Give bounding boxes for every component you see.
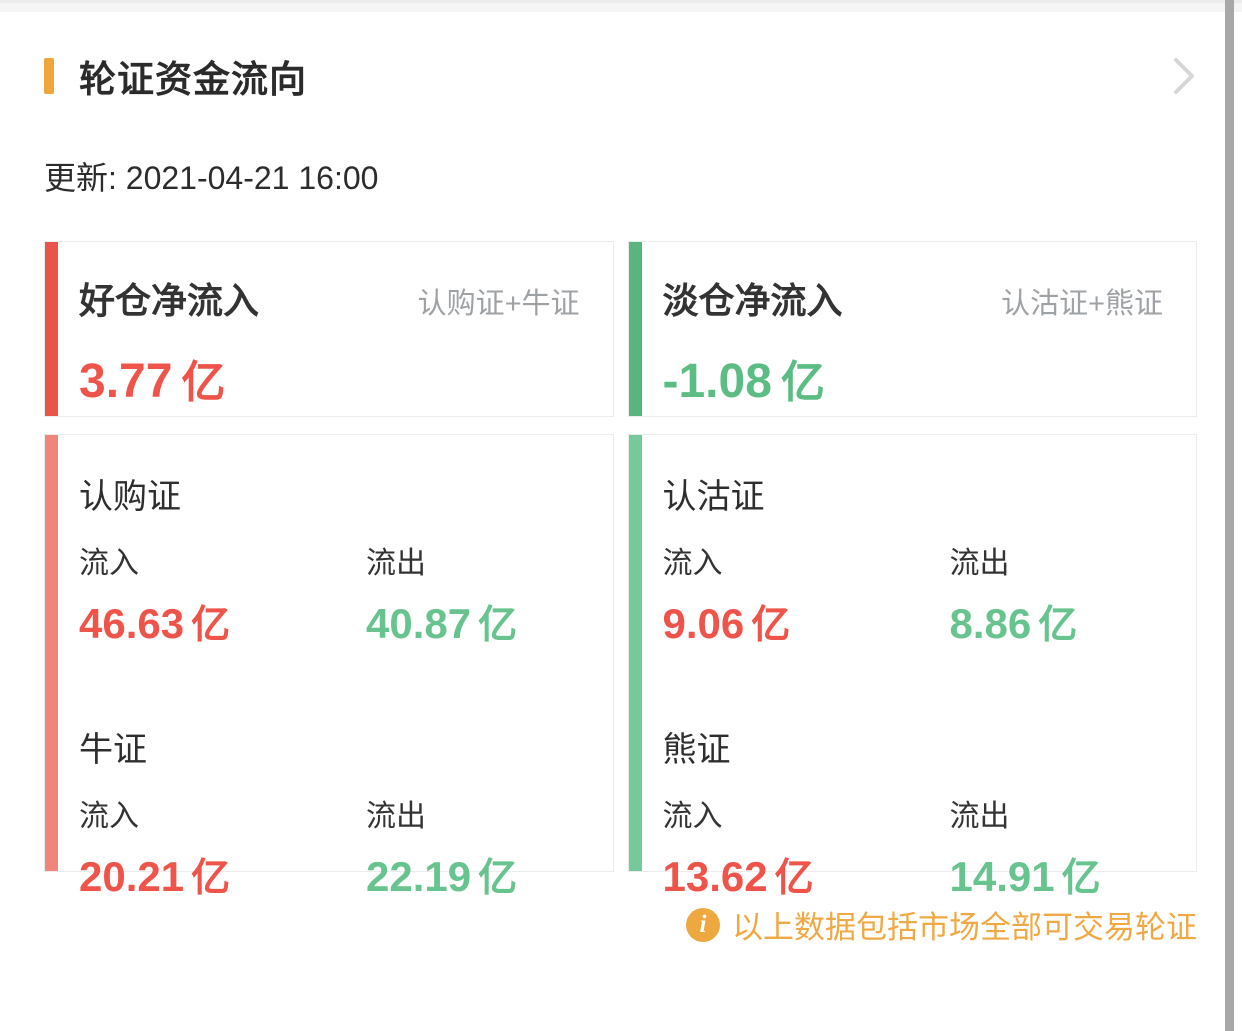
cards-grid: 好仓净流入 认购证+牛证 3.77 亿 淡仓净流入 认沽证+熊证 -1.08 亿 — [44, 241, 1197, 900]
value-unit: 亿 — [478, 604, 518, 647]
value-unit: 亿 — [478, 857, 518, 900]
value-number: 9.06 — [662, 600, 745, 647]
note-text: 以上数据包括市场全部可交易轮证 — [732, 910, 1197, 945]
section-title: 认沽证 — [662, 478, 765, 516]
value-unit: 亿 — [780, 358, 825, 407]
net-inflow-value: 3.77 亿 — [79, 346, 580, 410]
value-number: 20.21 — [79, 853, 185, 900]
value-unit: 亿 — [181, 358, 226, 407]
outflow-value: 22.19 亿 — [366, 847, 580, 903]
warrant-flow-panel: 轮证资金流向 更新: 2021-04-21 16:00 好仓净流入 认购证+牛证… — [0, 55, 1242, 947]
call-bull-detail-card: 认购证 流入 46.63 亿 流出 40.87 亿 — [44, 434, 614, 900]
net-inflow-value: -1.08 亿 — [663, 346, 1164, 410]
outflow-label: 流出 — [366, 547, 426, 580]
value-number: 22.19 — [366, 853, 472, 900]
outflow-label: 流出 — [949, 800, 1010, 833]
outflow-value: 14.91 亿 — [950, 847, 1164, 903]
call-warrant-section: 认购证 流入 46.63 亿 流出 40.87 亿 — [79, 469, 580, 650]
inflow-value: 46.63 亿 — [79, 594, 366, 650]
red-accent-bar — [45, 435, 58, 871]
inflow-value: 9.06 亿 — [663, 594, 950, 650]
put-bear-detail-card: 认沽证 流入 9.06 亿 流出 8.86 亿 — [627, 434, 1197, 900]
section-title: 牛证 — [79, 731, 147, 769]
value-number: 14.91 — [949, 853, 1055, 900]
inflow-label: 流入 — [662, 800, 723, 833]
value-number: 40.87 — [366, 600, 472, 647]
bear-certificate-section: 熊证 流入 13.62 亿 流出 14.91 亿 — [663, 722, 1164, 903]
value-unit: 亿 — [774, 857, 814, 900]
inflow-value: 20.21 亿 — [79, 847, 366, 903]
card-subtitle: 认购证+牛证 — [417, 288, 580, 320]
value-number: 13.62 — [662, 853, 768, 900]
chevron-right-icon[interactable] — [1171, 53, 1197, 99]
value-number: 8.86 — [949, 600, 1032, 647]
bull-certificate-section: 牛证 流入 20.21 亿 流出 22.19 亿 — [79, 722, 580, 903]
outflow-label: 流出 — [949, 547, 1010, 580]
status-bar-strip — [0, 0, 1242, 12]
red-accent-bar — [45, 242, 58, 416]
card-subtitle: 认沽证+熊证 — [1001, 288, 1163, 320]
panel-header[interactable]: 轮证资金流向 — [44, 53, 1197, 100]
update-timestamp: 更新: 2021-04-21 16:00 — [44, 160, 379, 196]
value-unit: 亿 — [1038, 604, 1078, 647]
title-accent-bar — [44, 58, 54, 94]
outflow-label: 流出 — [366, 800, 426, 833]
short-net-inflow-card: 淡仓净流入 认沽证+熊证 -1.08 亿 — [627, 241, 1197, 417]
value-unit: 亿 — [1061, 857, 1101, 900]
outflow-value: 8.86 亿 — [950, 594, 1164, 650]
section-title: 熊证 — [662, 731, 731, 769]
value-number: 46.63 — [79, 600, 185, 647]
card-title: 淡仓净流入 — [662, 280, 843, 321]
inflow-label: 流入 — [662, 547, 723, 580]
data-coverage-note: i 以上数据包括市场全部可交易轮证 — [44, 902, 1197, 947]
value-number: 3.77 — [79, 355, 173, 408]
long-net-inflow-card: 好仓净流入 认购证+牛证 3.77 亿 — [44, 241, 614, 417]
value-number: -1.08 — [662, 355, 772, 408]
card-title: 好仓净流入 — [79, 280, 260, 321]
green-accent-bar — [628, 242, 642, 416]
value-unit: 亿 — [191, 857, 231, 900]
inflow-label: 流入 — [79, 547, 139, 580]
scrollbar[interactable] — [1225, 0, 1234, 1031]
value-unit: 亿 — [191, 604, 231, 647]
page-title: 轮证资金流向 — [79, 59, 307, 100]
inflow-value: 13.62 亿 — [663, 847, 950, 903]
section-title: 认购证 — [79, 478, 181, 516]
info-icon: i — [686, 907, 720, 942]
inflow-label: 流入 — [79, 800, 139, 833]
outflow-value: 40.87 亿 — [366, 594, 580, 650]
value-unit: 亿 — [751, 604, 791, 647]
green-accent-bar — [628, 435, 642, 871]
put-warrant-section: 认沽证 流入 9.06 亿 流出 8.86 亿 — [663, 469, 1164, 650]
